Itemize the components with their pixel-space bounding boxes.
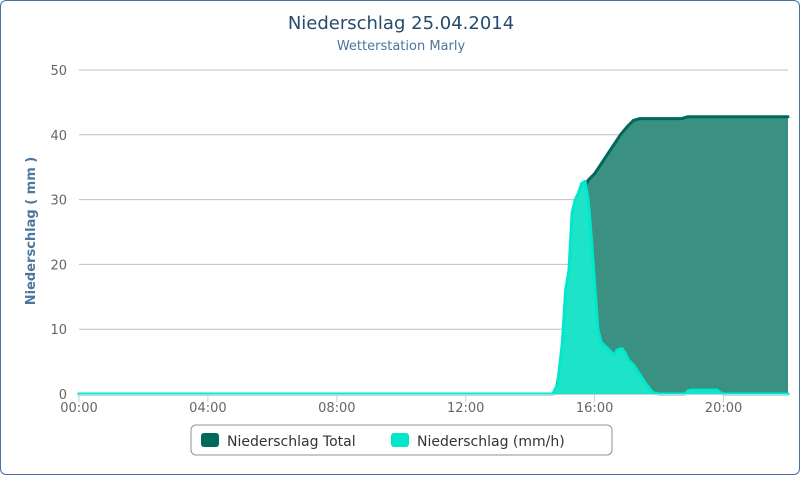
- chart-title: Niederschlag 25.04.2014: [288, 13, 514, 34]
- legend-swatch-rate: [391, 433, 409, 447]
- y-tick-label: 0: [59, 388, 67, 403]
- x-axis: 00:00 04:00 08:00 12:00 16:00 20:00: [60, 394, 788, 416]
- y-tick-label: 30: [50, 194, 67, 209]
- y-tick-label: 40: [50, 129, 67, 144]
- chart-subtitle: Wetterstation Marly: [337, 39, 466, 54]
- series-area-0: [79, 116, 788, 394]
- x-tick-label: 00:00: [60, 401, 97, 416]
- legend-item-rate[interactable]: Niederschlag (mm/h): [391, 433, 565, 450]
- legend-item-total[interactable]: Niederschlag Total: [201, 433, 356, 450]
- x-tick-label: 04:00: [189, 401, 226, 416]
- y-axis-label: Niederschlag ( mm ): [24, 157, 39, 305]
- legend[interactable]: Niederschlag Total Niederschlag (mm/h): [190, 424, 613, 456]
- y-tick-label: 10: [50, 323, 67, 338]
- series-areas: [77, 115, 790, 396]
- x-tick-label: 20:00: [705, 401, 742, 416]
- x-tick-label: 12:00: [447, 401, 484, 416]
- x-tick-label: 08:00: [318, 401, 355, 416]
- legend-swatch-total: [201, 433, 219, 447]
- legend-label-rate[interactable]: Niederschlag (mm/h): [417, 434, 565, 450]
- y-tick-label: 20: [50, 258, 67, 273]
- y-tick-label: 50: [50, 64, 67, 79]
- x-tick-label: 16:00: [576, 401, 613, 416]
- series-line-1: [77, 180, 790, 396]
- legend-label-total[interactable]: Niederschlag Total: [227, 434, 356, 450]
